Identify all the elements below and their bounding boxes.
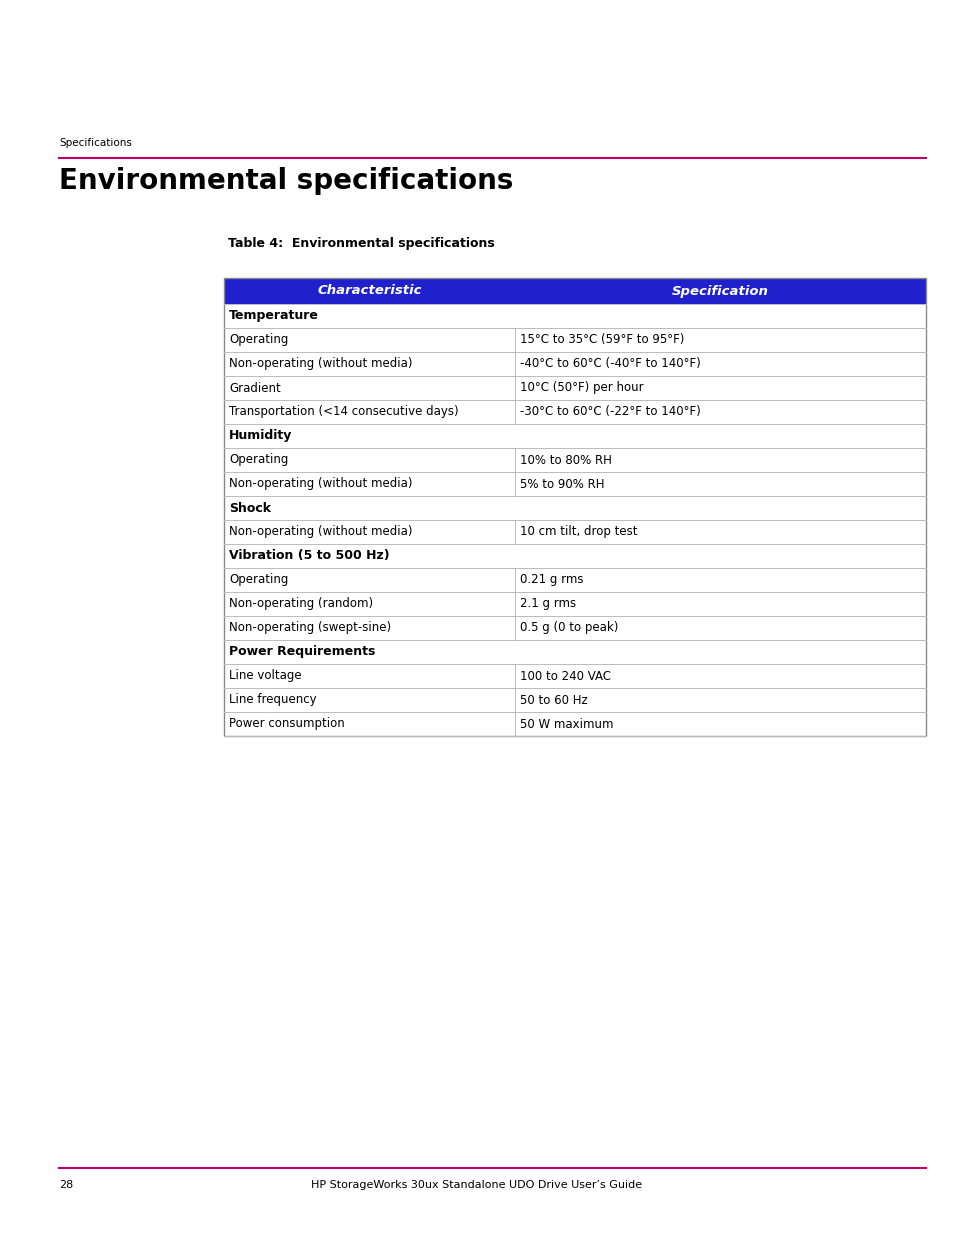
Text: 50 W maximum: 50 W maximum <box>519 718 613 730</box>
Text: Power consumption: Power consumption <box>229 718 344 730</box>
Text: 10% to 80% RH: 10% to 80% RH <box>519 453 612 467</box>
Bar <box>224 424 925 448</box>
Bar <box>224 278 925 736</box>
Bar <box>224 688 925 713</box>
Text: 100 to 240 VAC: 100 to 240 VAC <box>519 669 611 683</box>
Text: Vibration (5 to 500 Hz): Vibration (5 to 500 Hz) <box>229 550 389 562</box>
Text: -40°C to 60°C (-40°F to 140°F): -40°C to 60°C (-40°F to 140°F) <box>519 357 700 370</box>
Bar <box>224 400 925 424</box>
Text: 50 to 60 Hz: 50 to 60 Hz <box>519 694 587 706</box>
Text: Temperature: Temperature <box>229 310 318 322</box>
Text: Specification: Specification <box>672 284 768 298</box>
Text: Line frequency: Line frequency <box>229 694 316 706</box>
Bar <box>224 496 925 520</box>
Bar <box>224 304 925 329</box>
Text: HP StorageWorks 30ux Standalone UDO Drive User’s Guide: HP StorageWorks 30ux Standalone UDO Driv… <box>311 1179 642 1191</box>
Bar <box>224 592 925 616</box>
Bar <box>224 640 925 664</box>
Text: Power Requirements: Power Requirements <box>229 646 375 658</box>
Text: Non-operating (random): Non-operating (random) <box>229 598 373 610</box>
Bar <box>224 713 925 736</box>
Text: Table 4:  Environmental specifications: Table 4: Environmental specifications <box>228 237 495 249</box>
Text: Characteristic: Characteristic <box>317 284 421 298</box>
Text: Transportation (<14 consecutive days): Transportation (<14 consecutive days) <box>229 405 458 419</box>
Text: 10°C (50°F) per hour: 10°C (50°F) per hour <box>519 382 643 394</box>
Text: Non-operating (swept-sine): Non-operating (swept-sine) <box>229 621 391 635</box>
Text: Shock: Shock <box>229 501 271 515</box>
Bar <box>224 352 925 375</box>
Text: 0.5 g (0 to peak): 0.5 g (0 to peak) <box>519 621 618 635</box>
Text: Humidity: Humidity <box>229 430 292 442</box>
Bar <box>224 472 925 496</box>
Bar <box>224 568 925 592</box>
Text: Environmental specifications: Environmental specifications <box>59 167 513 195</box>
Text: Line voltage: Line voltage <box>229 669 301 683</box>
Text: Operating: Operating <box>229 453 288 467</box>
Text: 2.1 g rms: 2.1 g rms <box>519 598 576 610</box>
Bar <box>224 543 925 568</box>
Text: Non-operating (without media): Non-operating (without media) <box>229 526 412 538</box>
Bar <box>224 520 925 543</box>
Bar <box>224 278 925 304</box>
Text: Operating: Operating <box>229 573 288 587</box>
Text: Non-operating (without media): Non-operating (without media) <box>229 478 412 490</box>
Text: Gradient: Gradient <box>229 382 280 394</box>
Text: Specifications: Specifications <box>59 138 132 148</box>
Text: 10 cm tilt, drop test: 10 cm tilt, drop test <box>519 526 638 538</box>
Text: 28: 28 <box>59 1179 73 1191</box>
Text: 5% to 90% RH: 5% to 90% RH <box>519 478 604 490</box>
Text: 0.21 g rms: 0.21 g rms <box>519 573 583 587</box>
Bar <box>224 664 925 688</box>
Text: 15°C to 35°C (59°F to 95°F): 15°C to 35°C (59°F to 95°F) <box>519 333 684 347</box>
Text: Non-operating (without media): Non-operating (without media) <box>229 357 412 370</box>
Bar <box>224 375 925 400</box>
Text: -30°C to 60°C (-22°F to 140°F): -30°C to 60°C (-22°F to 140°F) <box>519 405 700 419</box>
Text: Operating: Operating <box>229 333 288 347</box>
Bar <box>224 616 925 640</box>
Bar <box>224 329 925 352</box>
Bar <box>224 448 925 472</box>
